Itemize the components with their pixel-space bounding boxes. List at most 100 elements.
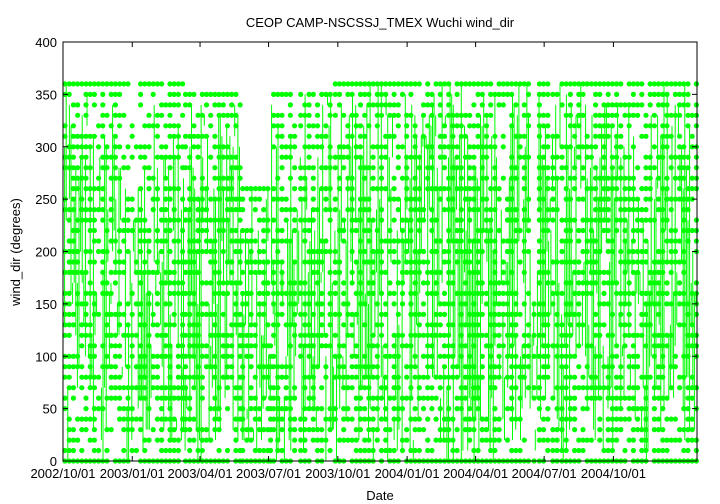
data-point-1801: [370, 269, 376, 275]
data-point-2822: [559, 427, 565, 433]
data-point-1433: [319, 290, 325, 296]
data-point-3523: [689, 112, 695, 118]
data-point-2065: [425, 353, 431, 359]
data-point-1387: [310, 364, 316, 370]
data-point-3284: [643, 186, 649, 192]
data-point-2126: [437, 353, 443, 359]
data-point-2678: [545, 280, 551, 286]
data-point-744: [187, 301, 193, 307]
data-point-2078: [425, 102, 431, 108]
data-point-853: [208, 123, 214, 129]
data-point-811: [199, 280, 205, 286]
data-point-2042: [420, 406, 427, 412]
data-point-2131: [437, 269, 443, 275]
data-point-3517: [689, 227, 695, 234]
data-point-108: [66, 322, 72, 328]
data-point-2536: [513, 207, 519, 213]
y-tick-label: 150: [35, 297, 57, 312]
data-point-383: [121, 311, 127, 317]
data-point-2587: [525, 196, 532, 202]
data-point-3103: [609, 112, 616, 118]
data-point-1425: [319, 427, 325, 433]
data-point-2024: [416, 385, 422, 391]
data-point-1221: [279, 259, 285, 265]
data-point-727: [182, 144, 189, 150]
data-point-3080: [605, 112, 611, 118]
data-point-3322: [651, 165, 658, 171]
data-point-3022: [597, 301, 603, 307]
data-point-2569: [521, 175, 527, 181]
data-point-545: [159, 353, 165, 359]
data-point-1645: [341, 364, 347, 370]
data-point-866: [212, 311, 218, 317]
data-point-625: [171, 207, 177, 213]
data-point-2185: [446, 175, 452, 181]
data-point-240: [91, 437, 97, 443]
data-point-803: [199, 427, 205, 433]
data-point-3189: [626, 248, 632, 255]
data-point-650: [175, 133, 181, 139]
data-point-2364: [479, 248, 485, 255]
data-point-3081: [605, 102, 611, 108]
data-point-1109: [261, 311, 267, 317]
data-point-2259: [462, 395, 469, 401]
data-point-897: [216, 112, 222, 118]
data-point-2994: [593, 311, 599, 317]
data-point-133: [70, 269, 76, 275]
data-point-2061: [425, 395, 431, 401]
data-point-442: [138, 374, 144, 380]
data-point-1808: [370, 154, 376, 160]
data-point-2379: [483, 332, 490, 338]
data-point-2714: [550, 154, 556, 160]
data-point-3349: [656, 102, 662, 108]
data-point-2985: [588, 144, 595, 150]
data-point-2458: [496, 102, 502, 108]
data-point-2298: [467, 154, 473, 160]
data-point-1358: [306, 427, 312, 433]
data-point-3216: [630, 207, 637, 213]
data-point-1718: [353, 81, 359, 87]
data-point-2380: [483, 301, 490, 307]
data-point-1465: [327, 290, 333, 296]
data-point-1931: [395, 123, 401, 129]
data-point-3110: [614, 406, 620, 412]
data-point-286: [100, 196, 106, 202]
data-point-2121: [437, 437, 443, 443]
data-point-3208: [630, 343, 637, 349]
data-point-2208: [450, 144, 456, 150]
data-point-1208: [275, 91, 281, 97]
data-point-891: [216, 217, 222, 223]
data-point-3243: [635, 81, 641, 87]
data-point-836: [203, 186, 210, 192]
data-point-2348: [475, 133, 481, 139]
data-point-2915: [576, 322, 582, 328]
data-point-1437: [319, 186, 325, 192]
data-point-2451: [496, 311, 502, 317]
data-point-3408: [668, 269, 674, 275]
data-point-2704: [550, 301, 556, 307]
data-point-2213: [454, 447, 460, 454]
data-point-2858: [563, 227, 569, 234]
data-point-882: [216, 427, 222, 433]
data-point-1703: [353, 406, 359, 412]
data-point-1392: [310, 269, 316, 275]
data-point-869: [212, 259, 218, 265]
data-point-3230: [635, 364, 641, 370]
data-point-1278: [292, 301, 298, 307]
data-point-1674: [345, 91, 351, 97]
data-point-2868: [567, 406, 574, 412]
data-point-446: [138, 322, 144, 328]
data-point-2254: [458, 112, 464, 118]
data-point-2285: [467, 322, 473, 328]
data-point-873: [212, 196, 218, 202]
data-point-758: [187, 91, 193, 97]
data-point-2864: [563, 112, 569, 118]
data-point-3185: [626, 301, 632, 307]
data-point-1798: [370, 332, 376, 338]
data-point-426: [129, 123, 135, 129]
data-point-3417: [668, 133, 674, 139]
data-point-2598: [531, 395, 537, 401]
data-point-3309: [651, 427, 658, 433]
data-point-3403: [668, 416, 674, 422]
data-point-3375: [660, 102, 666, 108]
